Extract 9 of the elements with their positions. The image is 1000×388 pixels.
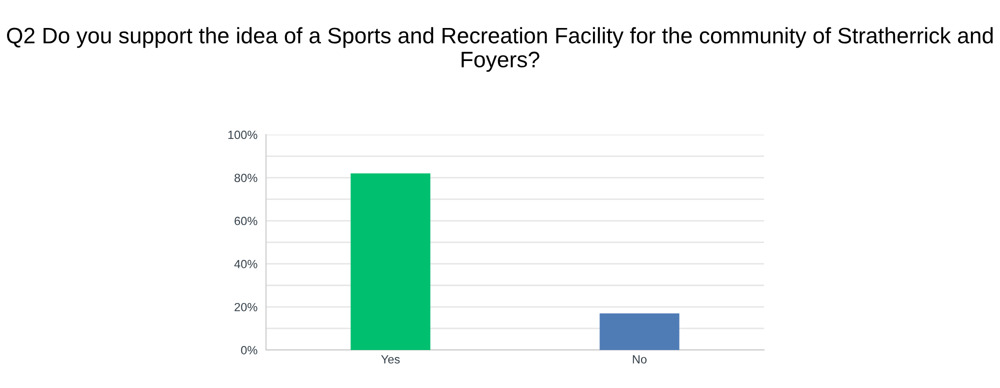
x-tick-label: No bbox=[632, 355, 647, 364]
y-tick-label: 0% bbox=[241, 346, 258, 354]
y-tick-label: 60% bbox=[234, 216, 258, 226]
x-tick-label: Yes bbox=[381, 355, 400, 364]
chart-title: Q2 Do you support the idea of a Sports and Recreation Facility for the community of Stratherrick and Foyers? bbox=[7, 27, 993, 72]
y-tick-label: 20% bbox=[234, 302, 258, 312]
y-tick-label: 80% bbox=[234, 174, 258, 182]
y-tick-label: 40% bbox=[234, 260, 258, 268]
y-tick-label: 100% bbox=[228, 130, 258, 140]
